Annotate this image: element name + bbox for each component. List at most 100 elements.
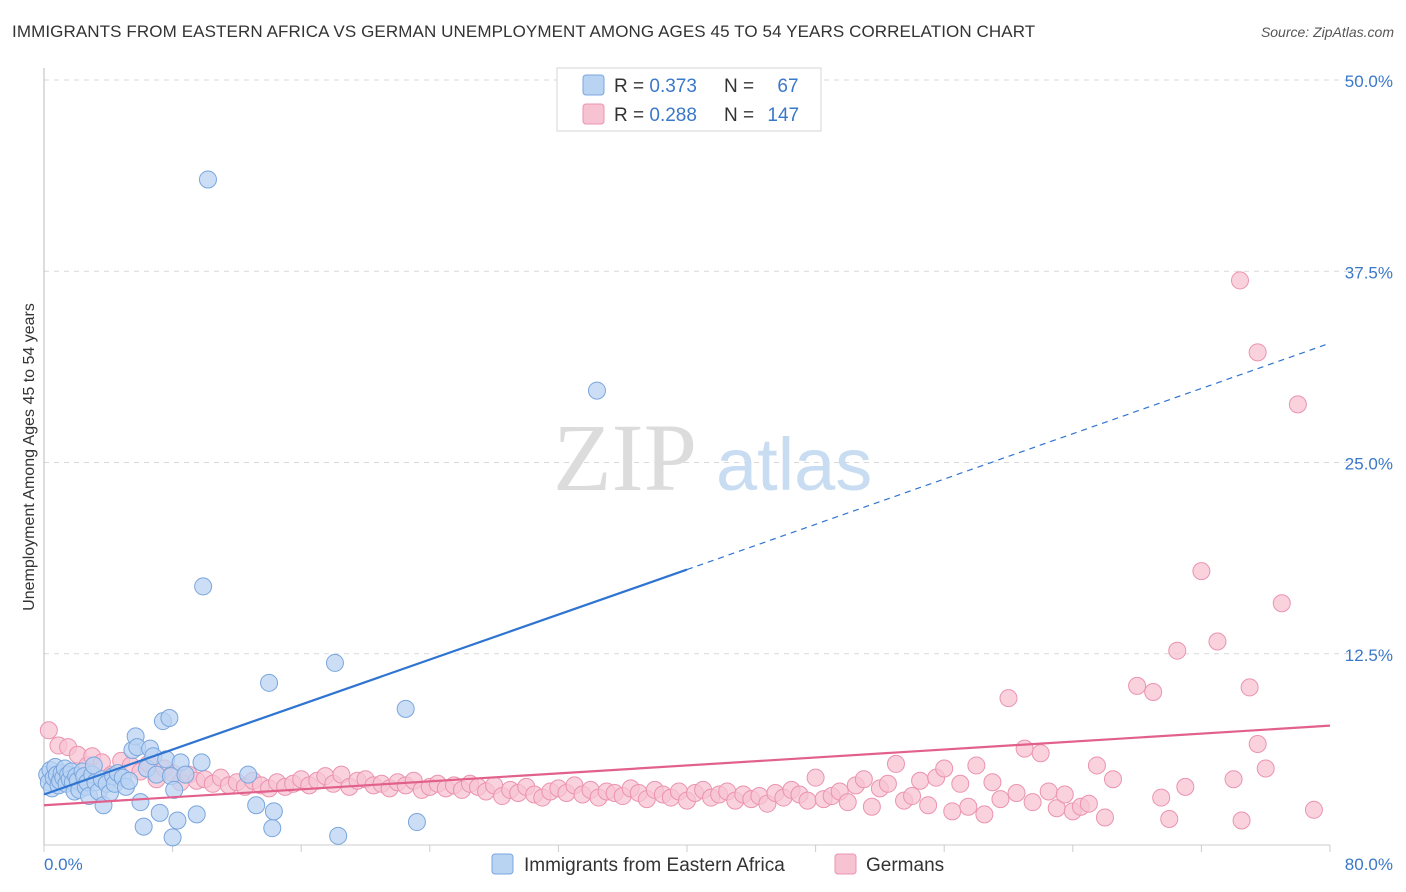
eastern-africa-point xyxy=(239,765,258,784)
germans-point xyxy=(1230,271,1249,290)
eastern-africa-point xyxy=(168,811,187,830)
legend-swatch-blue xyxy=(582,74,605,96)
trend-lines xyxy=(43,342,1331,807)
legend-r-value: 0.373 xyxy=(649,76,697,97)
germans-point xyxy=(1031,744,1050,763)
germans-point xyxy=(935,759,954,778)
eastern-africa-point xyxy=(198,170,217,189)
germans-points xyxy=(39,271,1323,830)
germans-point xyxy=(911,771,930,790)
germans-point xyxy=(1288,395,1307,414)
x-tick-label-min: 0.0% xyxy=(44,855,83,874)
germans-point xyxy=(886,754,905,773)
germans-point xyxy=(878,774,897,793)
germans-point xyxy=(1128,676,1147,695)
eastern-africa-point xyxy=(160,709,179,728)
watermark-zip: ZIP xyxy=(553,404,697,511)
germans-point xyxy=(1160,809,1179,828)
eastern-africa-point xyxy=(187,805,206,824)
chart-title: IMMIGRANTS FROM EASTERN AFRICA VS GERMAN… xyxy=(12,22,1036,41)
x-axis-ticks xyxy=(43,845,1331,852)
germans-point xyxy=(862,797,881,816)
eastern-africa-point xyxy=(131,793,150,812)
eastern-africa-point xyxy=(194,577,213,596)
stats-legend: R = 0.373 N = 67 R = 0.288 N = 147 xyxy=(556,67,822,132)
germans-point xyxy=(854,770,873,789)
series-legend-label-pink: Germans xyxy=(866,855,944,876)
legend-r-value: 0.288 xyxy=(649,105,697,126)
germans-point xyxy=(991,790,1010,809)
germans-point xyxy=(1168,641,1187,660)
germans-point xyxy=(975,805,994,824)
legend-row-blue: R = 0.373 xyxy=(614,76,697,97)
series-legend: Immigrants from Eastern Africa Germans xyxy=(491,853,944,876)
y-tick-label: 12.5% xyxy=(1345,646,1393,665)
germans-point xyxy=(1232,811,1251,830)
germans-point xyxy=(999,689,1018,708)
germans-point xyxy=(959,797,978,816)
series-legend-swatch-blue xyxy=(491,853,514,875)
eastern-africa-point xyxy=(247,796,266,815)
germans-point xyxy=(1192,562,1211,581)
eastern-africa-point xyxy=(587,381,606,400)
germans-point xyxy=(1023,793,1042,812)
eastern-africa-point xyxy=(120,771,139,790)
germans-point xyxy=(1144,683,1163,701)
germans-point xyxy=(1248,343,1267,362)
eastern-africa-point xyxy=(134,817,153,836)
germans-point xyxy=(1087,756,1106,775)
eastern-africa-point xyxy=(150,803,169,822)
eastern-africa-point xyxy=(163,828,182,847)
germans-point xyxy=(798,791,817,810)
eastern-africa-point xyxy=(264,802,283,821)
germans-point xyxy=(1103,770,1122,789)
legend-swatch-pink xyxy=(582,103,605,125)
y-tick-labels: 12.5% 25.0% 37.5% 50.0% xyxy=(1345,72,1393,665)
legend-n-blue: N = 67 xyxy=(724,76,799,97)
germans-point xyxy=(1304,800,1323,819)
germans-point xyxy=(1256,759,1275,778)
source-credit: Source: ZipAtlas.com xyxy=(1260,24,1394,40)
legend-n-value: 147 xyxy=(767,105,799,126)
germans-point xyxy=(1079,794,1098,813)
germans-point xyxy=(1039,782,1058,801)
germans-point xyxy=(951,774,970,793)
legend-n-label: N = xyxy=(724,76,759,97)
germans-point xyxy=(903,787,922,806)
eastern-africa-point xyxy=(263,819,282,838)
germans-point xyxy=(943,802,962,821)
y-tick-label: 25.0% xyxy=(1345,455,1393,474)
germans-point xyxy=(983,773,1002,792)
germans-point xyxy=(967,756,986,775)
germans-point xyxy=(1095,808,1114,827)
watermark: ZIP atlas xyxy=(553,404,872,511)
germans-point xyxy=(1224,770,1243,789)
series-legend-label-blue: Immigrants from Eastern Africa xyxy=(524,855,785,876)
eastern-africa-point xyxy=(329,826,348,845)
germans-point xyxy=(1176,777,1195,796)
legend-n-label: N = xyxy=(724,105,759,126)
gridlines xyxy=(44,79,1365,655)
eastern-africa-point xyxy=(176,765,195,784)
y-tick-label: 37.5% xyxy=(1345,263,1393,282)
legend-r-label: R = xyxy=(614,76,649,97)
y-axis-title: Unemployment Among Ages 45 to 54 years xyxy=(21,303,38,611)
eastern-africa-trend-extension xyxy=(686,342,1331,571)
eastern-africa-point xyxy=(260,673,279,692)
eastern-africa-point xyxy=(192,753,211,772)
legend-r-label: R = xyxy=(614,105,649,126)
eastern-africa-points xyxy=(38,170,606,847)
germans-point xyxy=(806,768,825,787)
germans-point xyxy=(1208,632,1227,651)
x-tick-label-max: 80.0% xyxy=(1345,855,1393,874)
eastern-africa-point xyxy=(407,813,426,832)
germans-point xyxy=(1015,739,1034,758)
germans-point xyxy=(39,721,58,740)
y-tick-label: 50.0% xyxy=(1345,72,1393,91)
legend-n-pink: N = 147 xyxy=(724,105,799,126)
germans-point xyxy=(838,793,857,812)
eastern-africa-trend-line xyxy=(43,568,688,796)
germans-point xyxy=(1152,788,1171,807)
germans-point xyxy=(919,796,938,815)
